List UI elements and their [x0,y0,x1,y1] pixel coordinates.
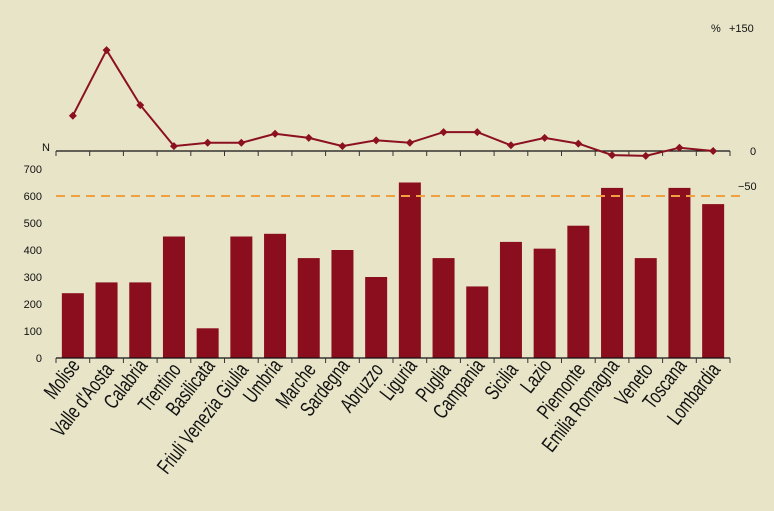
bar [567,225,590,358]
line-point [338,142,347,151]
bar [432,258,455,358]
bar-ytick: 100 [24,326,42,338]
line-point [203,138,212,147]
bar [533,248,556,358]
line-point [372,136,381,145]
line-series [71,48,714,157]
line-ytick-minus50: −50 [738,181,757,193]
line-point [405,138,414,147]
line-point [506,141,515,150]
line-point [304,133,313,142]
bar [365,277,388,358]
line-point [709,147,718,155]
bar [162,236,185,358]
bar [601,187,624,358]
line-ylabel: % [711,23,721,35]
bar [61,293,84,358]
line-point [136,101,145,110]
bar-ytick: 500 [24,218,42,230]
bar [331,250,354,358]
bar [634,258,657,358]
bar [398,182,421,358]
bar [297,258,320,358]
line-point [102,46,111,55]
bar-ylabel: N [42,142,50,154]
bar-ytick: 700 [24,164,42,176]
bar [702,204,725,358]
bar [196,328,219,358]
bar-ytick: 200 [24,299,42,311]
line-point [473,128,482,137]
bar-ytick: 600 [24,191,42,203]
bar [230,236,253,358]
bar [668,187,691,358]
line-point [68,111,77,120]
line-ytick-0: 0 [750,146,756,158]
line-point [641,151,650,160]
line-point [169,142,178,151]
line-point [574,139,583,148]
bar-ytick: 0 [36,353,42,365]
line-point [439,128,448,137]
bar [466,286,489,358]
bar [499,241,522,358]
bar [264,233,287,358]
bar-ytick: 300 [24,272,42,284]
line-ytick-150: +150 [729,23,754,35]
line-point [608,151,617,160]
line-point [675,143,684,152]
bar [129,282,152,358]
bar-ytick: 400 [24,245,42,257]
line-point [271,129,280,138]
line-point [237,138,246,147]
bar [95,282,118,358]
line-point [540,133,549,142]
